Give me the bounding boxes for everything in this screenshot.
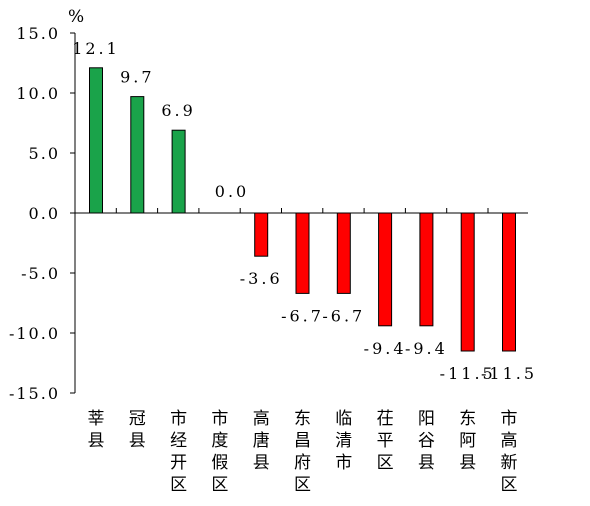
category-label-3: 市度假区 [211, 409, 228, 495]
bar-9 [460, 212, 475, 352]
value-label-7: -9.4 [364, 339, 407, 358]
y-tick-label: -15.0 [9, 384, 60, 403]
value-label-5: -6.7 [281, 306, 324, 325]
category-label-8: 阳谷县 [418, 409, 435, 473]
category-label-0: 莘县 [88, 409, 105, 451]
bars [89, 67, 516, 352]
category-label-9: 东阿县 [459, 409, 476, 473]
y-tick-label: 10.0 [16, 84, 60, 103]
bar-6 [336, 212, 351, 294]
value-label-8: -9.4 [405, 339, 448, 358]
bar-2 [171, 129, 186, 214]
value-label-2: 6.9 [161, 101, 195, 120]
y-tick-label: 5.0 [29, 144, 60, 163]
value-label-6: -6.7 [322, 306, 365, 325]
y-tick-label: -5.0 [21, 264, 60, 283]
y-axis: 15.0 10.0 5.0 0.0 -5.0 -10.0 -15.0 [9, 24, 76, 403]
category-label-1: 冠县 [129, 409, 146, 451]
category-label-2: 市经开区 [170, 409, 187, 495]
category-label-6: 临清市 [335, 409, 352, 473]
value-label-10: -11.5 [481, 364, 537, 383]
value-label-3: 0.0 [215, 182, 249, 201]
value-labels: 12.19.7 6.9 0.0 -3.6 -6.7-6.7 -9.4-9.4 -11.5-1… [72, 39, 537, 383]
y-tick-label: 0.0 [29, 204, 60, 223]
bar-5 [295, 212, 310, 294]
bar-8 [419, 212, 434, 327]
y-axis-unit: % [68, 7, 84, 27]
value-label-4: -3.6 [240, 269, 283, 288]
y-tick-label: -10.0 [9, 324, 60, 343]
bar-7 [378, 212, 393, 327]
category-label-7: 茌平区 [377, 409, 394, 473]
bar-4 [254, 212, 269, 257]
category-label-5: 东昌府区 [294, 409, 311, 495]
value-label-9: -11.5 [440, 364, 496, 383]
category-label-10: 市高新区 [501, 409, 518, 495]
bar-1 [130, 96, 145, 214]
x-axis [74, 208, 528, 214]
bar-0 [89, 67, 103, 214]
value-label-0: 12.1 [72, 39, 120, 58]
value-label-1: 9.7 [120, 68, 154, 87]
y-tick-label: 15.0 [16, 24, 60, 43]
bar-10 [502, 212, 516, 352]
category-label-4: 高唐县 [253, 409, 270, 473]
